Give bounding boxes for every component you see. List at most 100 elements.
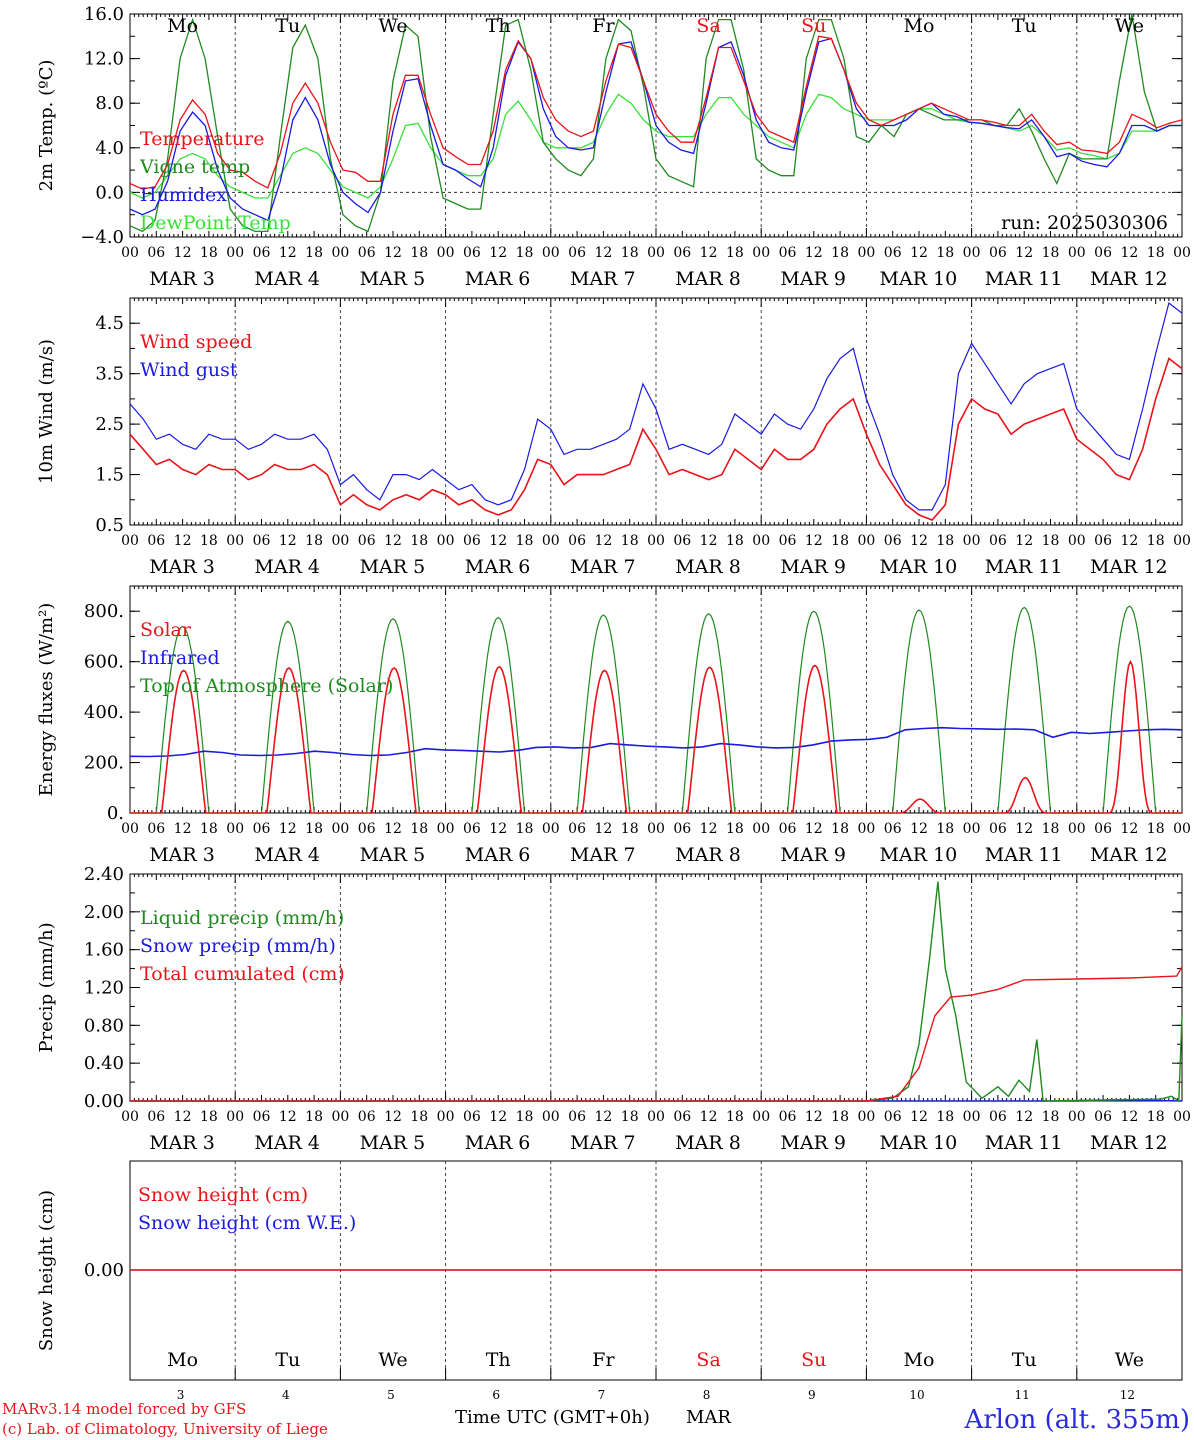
date-label: MAR 3 — [149, 1132, 215, 1154]
hour-tick-label: 12 — [805, 821, 823, 837]
y-tick-label: 12.0 — [84, 49, 124, 70]
hour-tick-label: 12 — [384, 533, 402, 549]
day-number-label: 12 — [1120, 1388, 1135, 1402]
date-label: MAR 3 — [149, 268, 215, 290]
hour-tick-label: 00 — [963, 533, 981, 549]
hour-tick-label: 00 — [437, 245, 455, 261]
y-tick-label: 0. — [107, 803, 124, 824]
series-line — [130, 659, 1182, 814]
date-label: MAR 11 — [985, 844, 1063, 866]
hour-tick-label: 18 — [726, 245, 744, 261]
day-name-label: Mo — [167, 15, 198, 37]
day-name-label: We — [1115, 1349, 1144, 1371]
date-label: MAR 4 — [254, 268, 320, 290]
y-tick-label: 1.5 — [95, 465, 124, 486]
hour-tick-label: 12 — [1015, 245, 1033, 261]
hour-tick-label: 06 — [253, 1109, 271, 1125]
precip-panel: 00 06 12 18 00 06 12 18 00 06 12 18 00 06 12 18 00 06 12 18… — [36, 864, 1191, 1154]
station-label: Arlon (alt. 355m) — [963, 1405, 1190, 1435]
legend-entry: Top of Atmosphere (Solar) — [140, 675, 393, 697]
hour-tick-label: 12 — [384, 245, 402, 261]
date-label: MAR 10 — [880, 268, 958, 290]
y-tick-label: 0.40 — [84, 1053, 124, 1074]
legend-entry: Humidex — [140, 184, 227, 206]
legend-entry: Wind gust — [140, 359, 238, 381]
hour-tick-label: 06 — [779, 533, 797, 549]
hour-tick-label: 06 — [779, 245, 797, 261]
date-label: MAR 9 — [780, 556, 846, 578]
hour-tick-label: 18 — [410, 1109, 428, 1125]
day-name-label: Su — [801, 15, 826, 37]
y-axis-label: Energy fluxes (W/m²) — [36, 603, 57, 797]
hour-tick-label: 12 — [594, 245, 612, 261]
hour-tick-label: 06 — [989, 533, 1007, 549]
y-tick-label: 1.20 — [84, 978, 124, 999]
hour-tick-label: 12 — [594, 1109, 612, 1125]
date-label: MAR 3 — [149, 556, 215, 578]
y-tick-label: 0.00 — [84, 1260, 124, 1281]
hour-tick-label: 12 — [1015, 1109, 1033, 1125]
hour-tick-label: 00 — [647, 245, 665, 261]
date-label: MAR 4 — [254, 844, 320, 866]
hour-tick-label: 00 — [331, 821, 349, 837]
hour-tick-label: 00 — [226, 1109, 244, 1125]
hour-tick-label: 12 — [489, 1109, 507, 1125]
hour-tick-label: 12 — [594, 533, 612, 549]
hour-tick-label: 00 — [542, 245, 560, 261]
hour-tick-label: 00 — [121, 245, 139, 261]
hour-tick-label: 18 — [1147, 821, 1165, 837]
hour-tick-label: 06 — [358, 533, 376, 549]
day-name-label: Mo — [904, 1349, 935, 1371]
hour-tick-label: 12 — [174, 533, 192, 549]
day-name-label: Tu — [1012, 15, 1037, 37]
day-name-label: Sa — [696, 15, 720, 37]
day-number-label: 7 — [598, 1388, 606, 1402]
hour-tick-label: 12 — [279, 245, 297, 261]
y-tick-label: 800. — [84, 601, 124, 622]
hour-tick-label: 00 — [857, 821, 875, 837]
y-tick-label: 600. — [84, 652, 124, 673]
hour-tick-label: 12 — [279, 821, 297, 837]
hour-tick-label: 06 — [779, 1109, 797, 1125]
y-axis-label: 10m Wind (m/s) — [36, 339, 57, 484]
y-axis-label: 2m Temp. (ºC) — [36, 60, 57, 192]
hour-tick-label: 18 — [726, 821, 744, 837]
hour-tick-label: 12 — [489, 821, 507, 837]
date-label: MAR 12 — [1090, 268, 1168, 290]
hour-tick-label: 00 — [1068, 533, 1086, 549]
date-label: MAR 8 — [675, 556, 741, 578]
hour-tick-label: 18 — [516, 821, 534, 837]
y-tick-label: 0.0 — [95, 182, 124, 203]
day-number-label: 4 — [282, 1388, 290, 1402]
hour-tick-label: 12 — [700, 533, 718, 549]
hour-tick-label: 00 — [542, 1109, 560, 1125]
lab-credit: (c) Lab. of Climatology, University of L… — [2, 1420, 328, 1438]
y-tick-label: 0.5 — [95, 515, 124, 536]
y-tick-label: 200. — [84, 753, 124, 774]
series-line — [129, 357, 1183, 521]
hour-tick-label: 06 — [568, 245, 586, 261]
snow-panel: 0.00 Snow height (cm) Snow height (cm) Snow… — [36, 1160, 1183, 1402]
day-name-label: Mo — [904, 15, 935, 37]
date-label: MAR 10 — [880, 1132, 958, 1154]
hour-tick-label: 18 — [621, 1109, 639, 1125]
hour-tick-label: 06 — [147, 821, 165, 837]
series-line — [129, 726, 1183, 758]
hour-tick-label: 18 — [1042, 821, 1060, 837]
date-label: MAR 9 — [780, 1132, 846, 1154]
hour-tick-label: 06 — [989, 1109, 1007, 1125]
hour-tick-label: 12 — [174, 245, 192, 261]
hour-tick-label: 06 — [989, 821, 1007, 837]
hour-tick-label: 18 — [305, 821, 323, 837]
date-label: MAR 3 — [149, 844, 215, 866]
hour-tick-label: 18 — [1042, 1109, 1060, 1125]
day-name-label: We — [1115, 15, 1144, 37]
hour-tick-label: 18 — [726, 533, 744, 549]
hour-tick-label: 00 — [121, 821, 139, 837]
hour-tick-label: 00 — [331, 533, 349, 549]
hour-tick-label: 00 — [226, 533, 244, 549]
hour-tick-label: 12 — [1015, 533, 1033, 549]
date-label: MAR 8 — [675, 268, 741, 290]
hour-tick-label: 06 — [884, 821, 902, 837]
hour-tick-label: 00 — [752, 245, 770, 261]
